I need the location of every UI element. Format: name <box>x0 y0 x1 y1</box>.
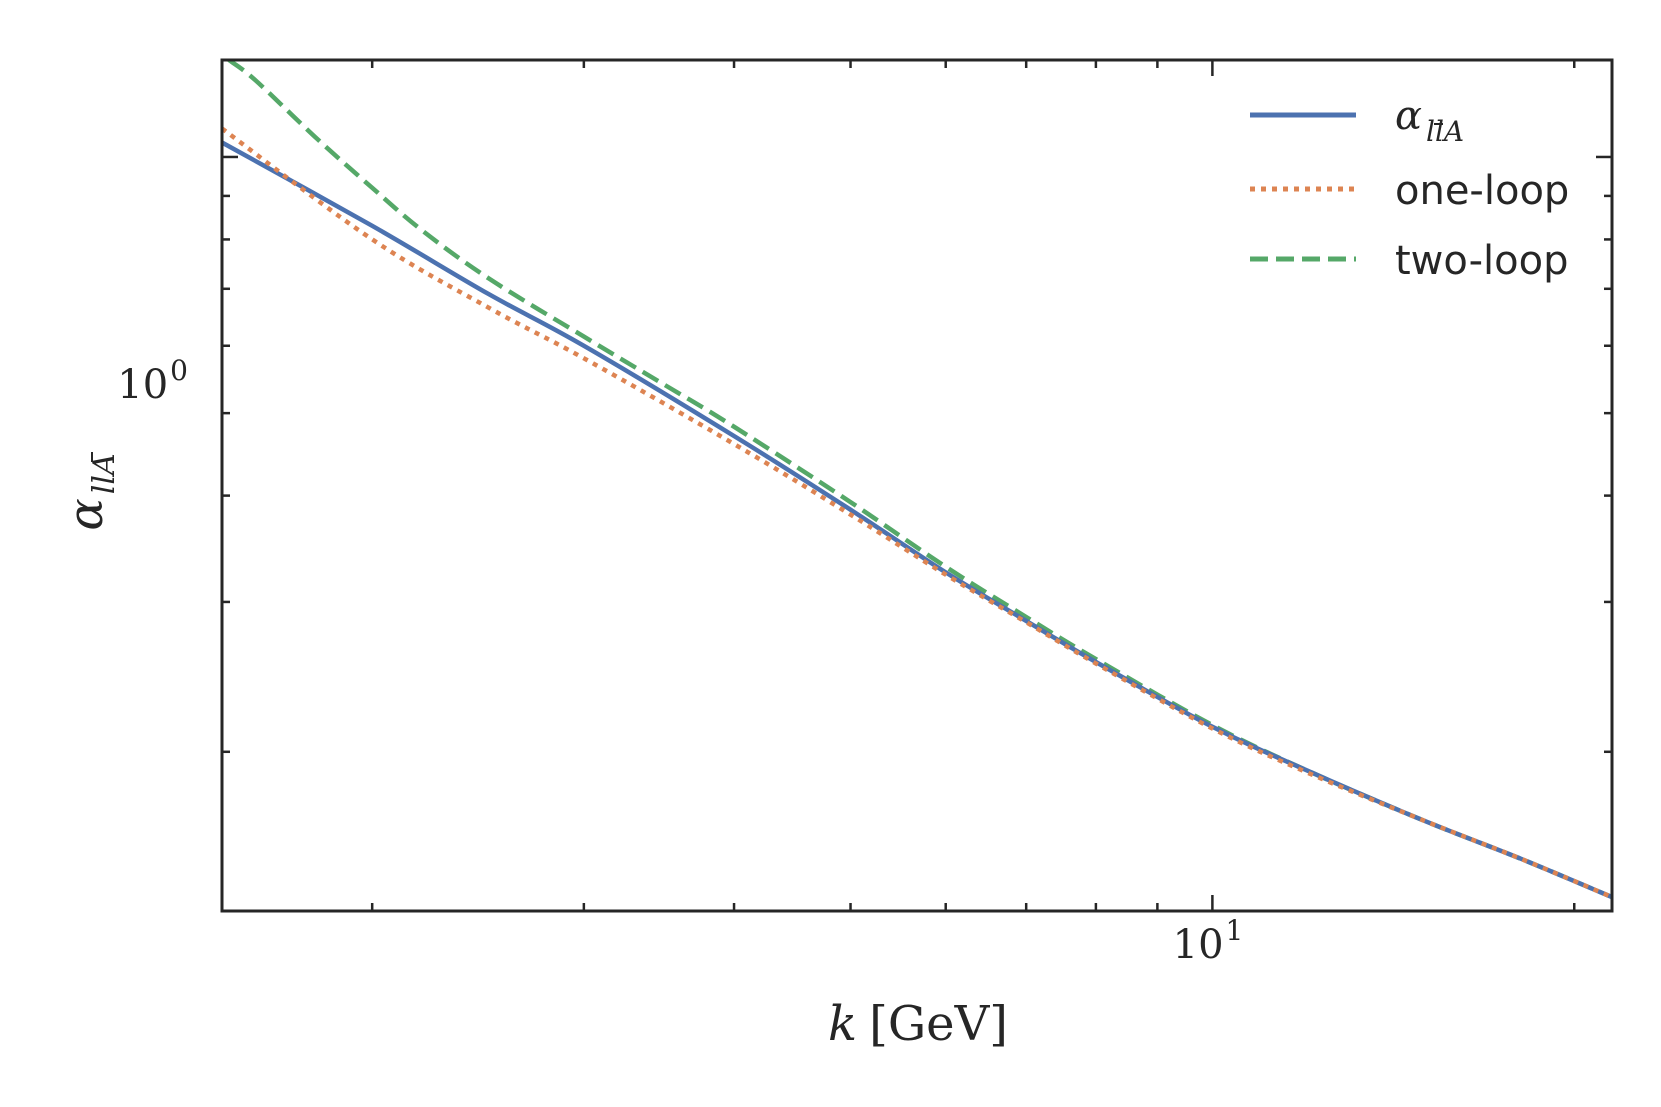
legend: α llA one-loop two-loop <box>1250 93 1569 284</box>
x-axis-label: k [GeV] <box>828 996 1008 1052</box>
y-axis-label: αllA <box>58 452 122 531</box>
x-tick-label-10: 101 <box>1173 914 1244 968</box>
legend-label-alpha: α llA <box>1395 93 1464 148</box>
major-ticks <box>222 60 1612 911</box>
series-line-one-loop <box>222 126 1612 900</box>
plot-frame <box>220 58 1614 913</box>
y-tick-label-1: 100 <box>117 354 188 408</box>
svg-text:αllA: αllA <box>58 453 122 530</box>
legend-label-one-loop: one-loop <box>1395 168 1569 214</box>
legend-label-two-loop: two-loop <box>1395 238 1569 284</box>
